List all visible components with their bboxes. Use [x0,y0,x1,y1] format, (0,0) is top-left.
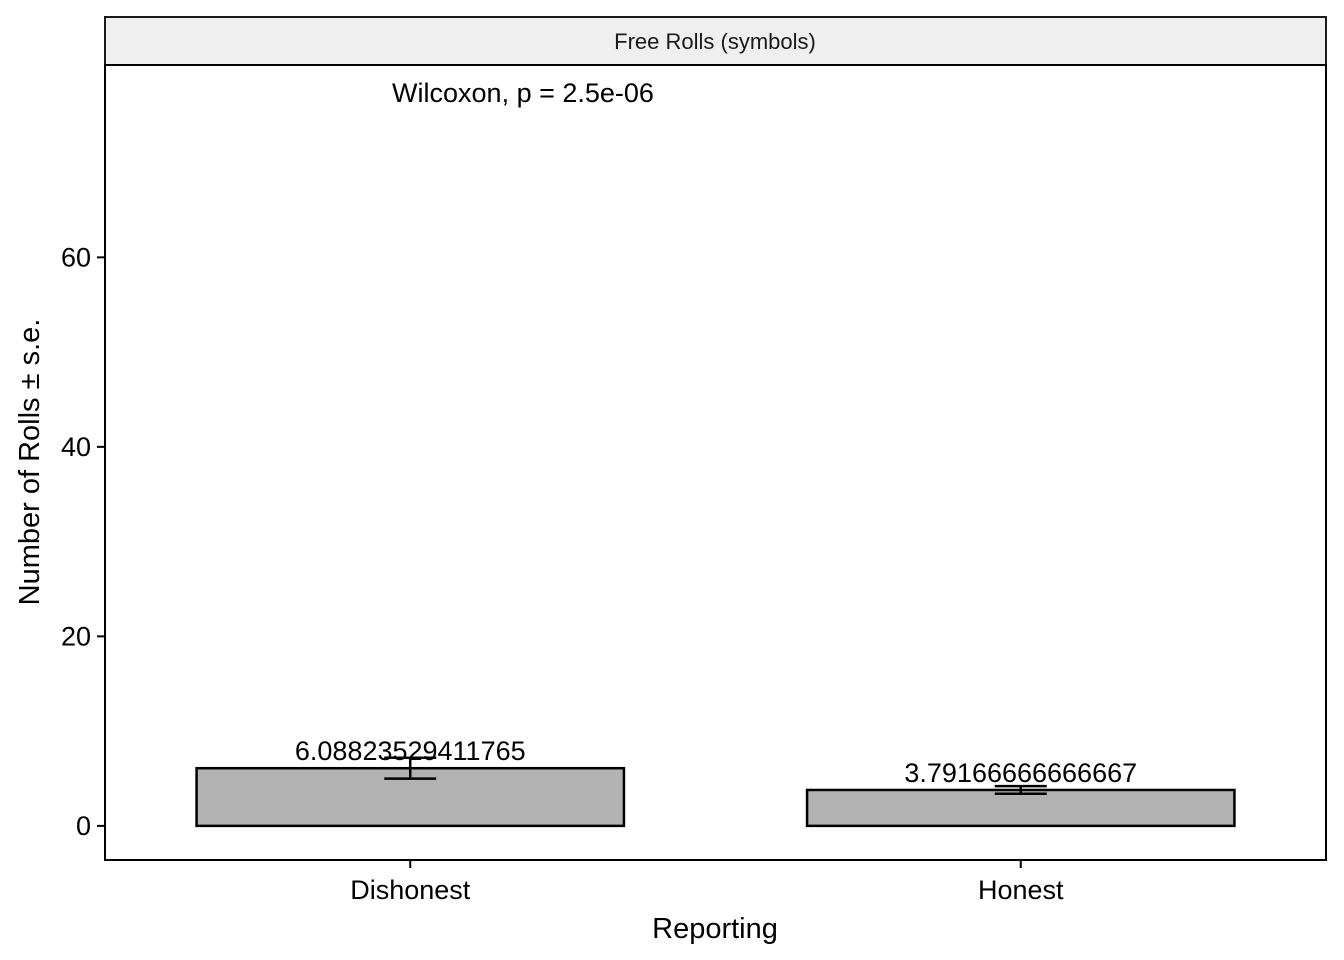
x-axis: Dishonest Honest [350,860,1064,905]
data-label-dishonest: 6.08823529411765 [295,736,526,766]
data-label-honest: 3.79166666666667 [904,758,1137,788]
x-tick-label-honest: Honest [978,875,1064,905]
x-axis-title: Reporting [652,913,778,945]
y-tick-label: 40 [61,432,91,462]
bar-honest [805,788,1236,828]
bar-series: 6.08823529411765 3.79166666666667 [195,736,1236,828]
y-tick-label: 20 [61,621,91,651]
y-tick-label: 0 [76,811,91,841]
wilcoxon-annotation: Wilcoxon, p = 2.5e-06 [392,78,654,108]
y-tick-label: 60 [61,242,91,272]
plot-panel [104,64,1327,861]
y-axis: 0 20 40 60 [61,242,105,841]
y-axis-title: Number of Rolls ± s.e. [14,319,46,606]
x-tick-label-dishonest: Dishonest [350,875,471,905]
facet-title: Free Rolls (symbols) [614,29,816,54]
facet-strip [104,16,1327,66]
